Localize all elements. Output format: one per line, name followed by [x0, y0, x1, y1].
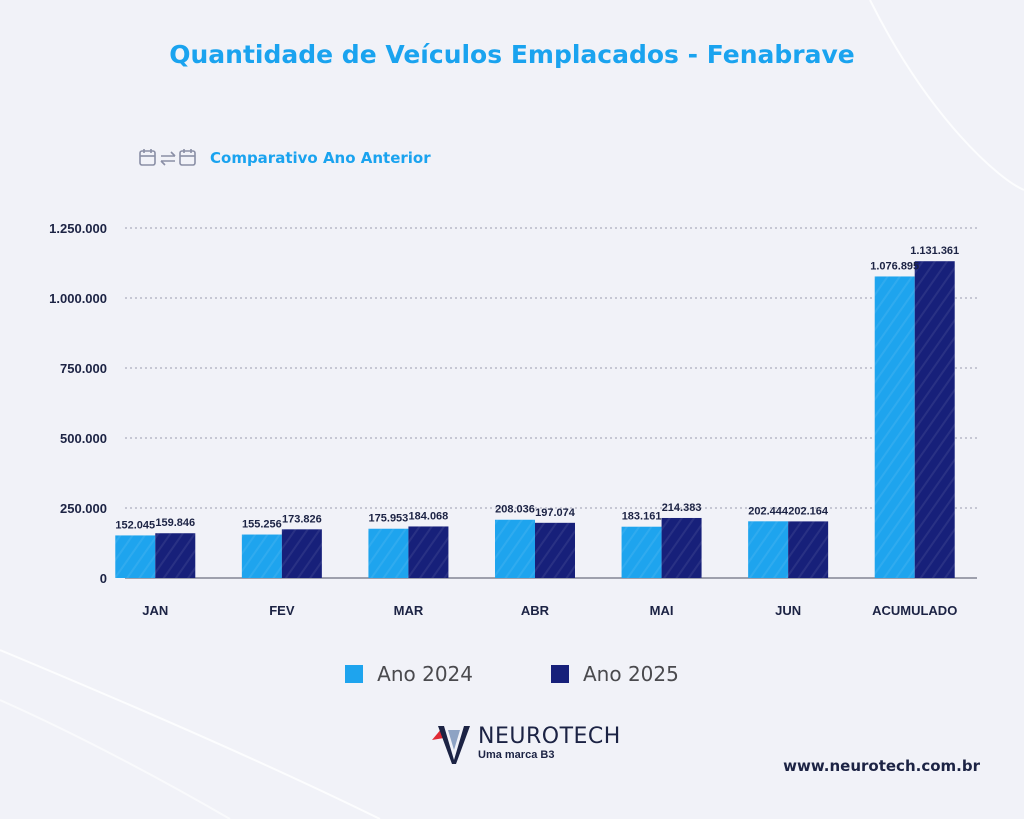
- data-label: 155.256: [242, 519, 282, 531]
- data-label: 175.953: [369, 513, 409, 525]
- y-tick-label: 250.000: [60, 501, 107, 516]
- legend-swatch-2025: [551, 665, 569, 683]
- bar-texture: [535, 522, 575, 578]
- calendar-compare-icon: [139, 149, 196, 166]
- data-label: 1.131.361: [910, 245, 959, 257]
- chart-legend: Ano 2024 Ano 2025: [0, 662, 1024, 686]
- bar-texture: [874, 276, 915, 578]
- y-tick-label: 1.250.000: [49, 221, 107, 236]
- chart-title: Quantidade de Veículos Emplacados - Fena…: [169, 40, 855, 69]
- x-tick-label: FEV: [269, 603, 295, 618]
- data-label: 184.068: [409, 510, 449, 522]
- legend-swatch-2024: [345, 665, 364, 683]
- data-label: 197.074: [535, 507, 576, 519]
- bar-texture: [495, 519, 535, 578]
- legend-item-2025: Ano 2025: [551, 662, 679, 686]
- bar-texture: [408, 526, 449, 578]
- calendar-icon: [179, 149, 196, 166]
- y-tick-label: 0: [100, 571, 107, 586]
- bar-texture: [748, 521, 789, 578]
- legend-item-2024: Ano 2024: [345, 662, 473, 686]
- brand-name: NEUROTECH: [478, 724, 621, 749]
- calendar-icon: [139, 149, 156, 166]
- bar-texture: [621, 526, 662, 578]
- bar-texture: [281, 529, 322, 578]
- data-label: 159.846: [155, 517, 195, 529]
- data-label: 214.383: [662, 502, 702, 514]
- bar-texture: [241, 534, 282, 578]
- legend-label-2024: Ano 2024: [377, 662, 473, 686]
- x-tick-label: JAN: [142, 603, 168, 618]
- swap-arrows-icon: [160, 151, 176, 166]
- data-label: 202.444: [748, 505, 789, 517]
- x-tick-label: ACUMULADO: [872, 603, 957, 618]
- bar-chart: 0 250.000 500.000 750.000 1.000.000 1.250.000…: [49, 221, 977, 618]
- data-label: 183.161: [622, 511, 662, 523]
- bar-texture: [788, 521, 829, 578]
- y-tick-label: 750.000: [60, 361, 107, 376]
- chart-subtitle: Comparativo Ano Anterior: [210, 149, 431, 167]
- bar-texture: [914, 261, 955, 578]
- data-label: 202.164: [788, 505, 829, 517]
- x-tick-label: JUN: [775, 603, 801, 618]
- bar-texture: [155, 533, 196, 578]
- x-tick-label: MAI: [650, 603, 674, 618]
- data-label: 1.076.895: [870, 260, 919, 272]
- neurotech-logo: NEUROTECH Uma marca B3: [430, 724, 621, 764]
- website-link[interactable]: www.neurotech.com.br: [783, 757, 980, 775]
- neurotech-logo-mark-icon: [432, 726, 470, 764]
- x-tick-label: MAR: [394, 603, 424, 618]
- y-tick-label: 1.000.000: [49, 291, 107, 306]
- brand-tagline: Uma marca B3: [478, 749, 555, 761]
- data-label: 208.036: [495, 504, 535, 516]
- y-tick-label: 500.000: [60, 431, 107, 446]
- data-label: 152.045: [115, 519, 155, 531]
- bar-texture: [115, 535, 156, 578]
- subtitle-row: Comparativo Ano Anterior: [138, 145, 431, 171]
- x-tick-label: ABR: [521, 603, 550, 618]
- bar-texture: [661, 517, 702, 578]
- data-label: 173.826: [282, 513, 322, 525]
- bar-texture: [368, 528, 409, 578]
- legend-label-2025: Ano 2025: [583, 662, 679, 686]
